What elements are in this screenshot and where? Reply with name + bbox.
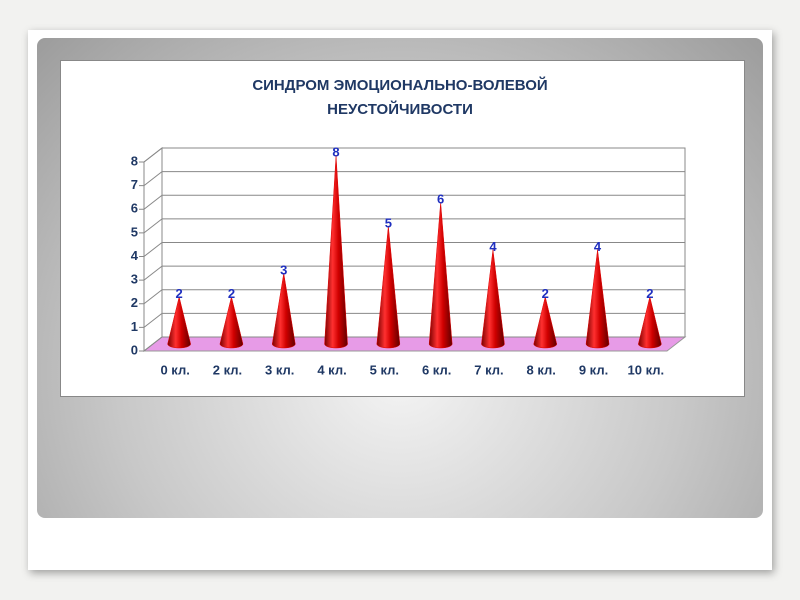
data-label: 2: [228, 286, 235, 301]
cone-body: [428, 202, 453, 349]
cone: [167, 296, 191, 349]
grid-line: [143, 265, 163, 281]
data-label: 3: [280, 263, 287, 278]
cone: [428, 202, 453, 349]
y-tick-label: 7: [131, 177, 138, 192]
y-tick-label: 2: [131, 295, 138, 310]
data-label: 8: [332, 144, 339, 159]
data-label: 2: [176, 286, 183, 301]
cone: [324, 154, 348, 349]
x-tick-label: 7 кл.: [474, 362, 503, 377]
x-tick-label: 6 кл.: [422, 362, 451, 377]
cone: [219, 296, 244, 349]
cone-body: [324, 154, 348, 349]
x-tick-label: 5 кл.: [370, 362, 399, 377]
data-label: 4: [594, 239, 602, 254]
x-tick-label: 4 кл.: [317, 362, 346, 377]
grid-line: [143, 336, 163, 352]
cone-body: [481, 249, 505, 349]
cone-body: [533, 296, 558, 349]
y-tick-label: 6: [131, 201, 138, 216]
y-tick-label: 8: [131, 153, 138, 168]
y-tick-label: 5: [131, 224, 138, 239]
data-label: 2: [542, 286, 549, 301]
cone-body: [219, 296, 244, 349]
cone-body: [376, 225, 401, 349]
cone-body: [585, 249, 610, 349]
grid-line: [143, 171, 163, 187]
cone: [638, 296, 662, 349]
grid-line: [143, 218, 163, 234]
grid-line: [143, 242, 163, 257]
data-label: 2: [646, 286, 653, 301]
cone: [481, 249, 505, 349]
y-tick-label: 3: [131, 272, 138, 287]
grid-line: [143, 289, 163, 305]
cone-body: [167, 296, 191, 349]
chart-title: СИНДРОМ ЭМОЦИОНАЛЬНО-ВОЛЕВОЙ НЕУСТОЙЧИВО…: [252, 77, 548, 118]
y-tick-label: 4: [131, 248, 139, 263]
x-tick-label: 3 кл.: [265, 362, 294, 377]
cone: [533, 296, 558, 349]
grid-line: [143, 312, 163, 328]
cone-body: [638, 296, 662, 349]
x-tick-label: 2 кл.: [213, 362, 242, 377]
x-tick-label: 8 кл.: [527, 362, 556, 377]
x-tick-label: 10 кл.: [628, 362, 665, 377]
x-tick-label: 9 кл.: [579, 362, 608, 377]
cone: [271, 273, 296, 349]
grid-line: [143, 194, 163, 210]
cone: [376, 225, 401, 349]
y-tick-label: 1: [131, 319, 138, 334]
y-tick-label: 0: [131, 342, 138, 357]
grid-line: [143, 147, 163, 163]
data-label: 6: [437, 192, 444, 207]
data-label: 5: [385, 215, 392, 230]
cone: [585, 249, 610, 349]
cone-body: [271, 273, 296, 349]
x-tick-label: 0 кл.: [160, 362, 189, 377]
data-label: 4: [489, 239, 497, 254]
